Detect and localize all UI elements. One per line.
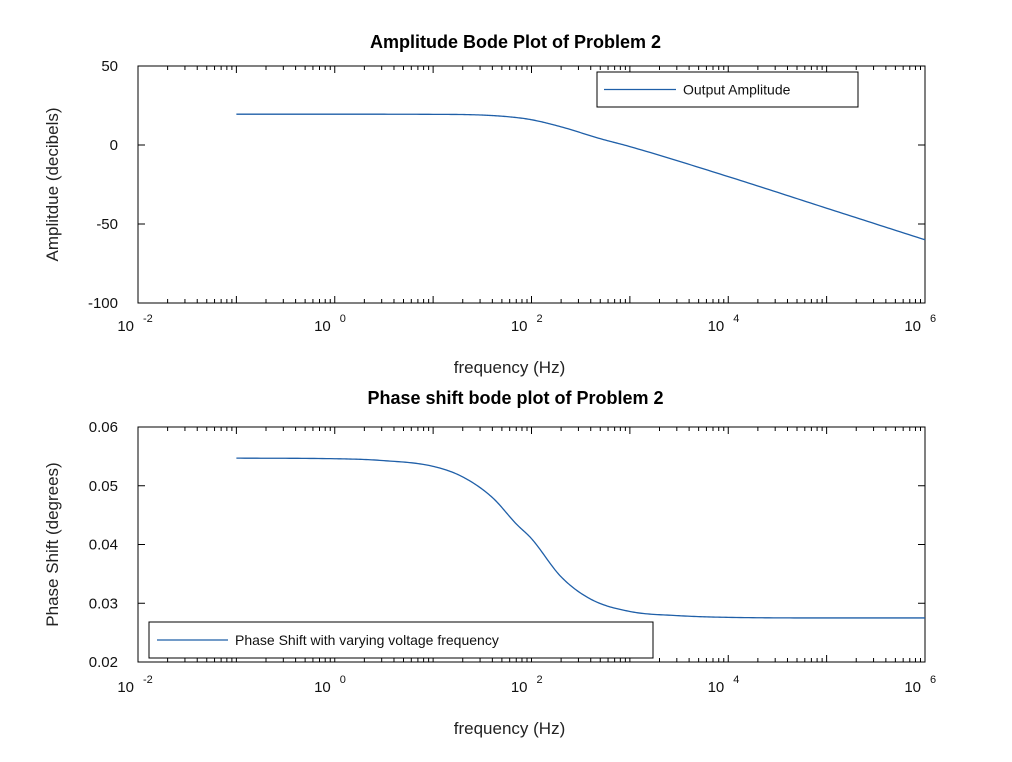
series-line-1 [236,457,925,619]
y-tick-label: 0.06 [89,419,118,436]
chart-title: Amplitude Bode Plot of Problem 2 [370,32,661,52]
y-tick-label: -50 [96,216,118,233]
x-tick-marks [137,427,921,662]
x-axis-label: frequency (Hz) [454,719,565,738]
y-tick-label: 0.05 [89,478,118,495]
svg-text:6: 6 [930,674,936,686]
svg-text:0: 0 [340,674,346,686]
series-line-1 [236,113,926,241]
y-axis-label: Phase Shift (degrees) [43,462,62,626]
svg-text:10: 10 [904,318,921,335]
svg-text:2: 2 [537,313,543,325]
y-tick-label: 0.02 [89,654,118,671]
svg-text:0: 0 [340,313,346,325]
x-tick-label: 10 6 [904,313,936,335]
legend-entry: Phase Shift with varying voltage frequen… [235,632,499,648]
svg-text:6: 6 [930,313,936,325]
x-axis-label: frequency (Hz) [454,358,565,377]
x-tick-marks [137,66,921,303]
legend: Phase Shift with varying voltage frequen… [148,621,654,659]
svg-text:10: 10 [314,318,331,335]
x-tick-label: 10 -2 [117,674,152,696]
svg-text:10: 10 [314,679,331,696]
chart-panel-2: 0.06 0.05 0.04 0.03 0.02 10 -2 10 0 10 2 10 4 10 6 Phas… [43,388,936,738]
x-tick-label: 10 2 [511,313,543,335]
x-tick-label: 10 4 [708,313,740,335]
svg-text:10: 10 [511,679,528,696]
svg-text:2: 2 [537,674,543,686]
x-tick-label: 10 4 [708,674,740,696]
svg-text:4: 4 [733,313,739,325]
x-tick-label: 10 -2 [117,313,152,335]
legend: Output Amplitude [596,71,859,108]
svg-text:10: 10 [708,679,725,696]
svg-text:-2: -2 [143,313,153,325]
svg-text:-2: -2 [143,674,153,686]
svg-text:10: 10 [117,318,134,335]
x-tick-label: 10 6 [904,674,936,696]
y-tick-label: -100 [88,295,118,312]
y-tick-label: 0 [110,137,118,154]
y-tick-label: 50 [101,58,118,75]
x-tick-label: 10 2 [511,674,543,696]
y-tick-label: 0.03 [89,595,118,612]
chart-panel-1: 50 0 -50 -100 10 -2 10 0 10 2 10 4 10 6 Amplitude Bode… [43,32,936,377]
svg-text:10: 10 [117,679,134,696]
svg-text:4: 4 [733,674,739,686]
y-axis-label: Amplitdue (decibels) [43,107,62,261]
svg-text:10: 10 [904,679,921,696]
chart-title: Phase shift bode plot of Problem 2 [367,388,663,408]
y-tick-label: 0.04 [89,537,118,554]
x-tick-label: 10 0 [314,313,346,335]
svg-text:10: 10 [708,318,725,335]
x-tick-label: 10 0 [314,674,346,696]
svg-text:10: 10 [511,318,528,335]
legend-entry: Output Amplitude [683,82,791,98]
